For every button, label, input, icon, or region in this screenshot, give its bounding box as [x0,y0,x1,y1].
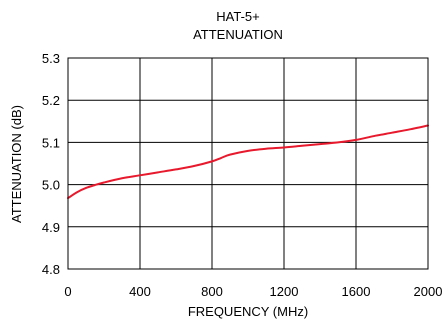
series-line-0 [67,124,429,200]
x-tick-label-1: 400 [129,284,151,299]
chart-title: HAT-5+ [216,9,259,24]
y-tick-label-4: 5.2 [42,93,60,108]
x-tick-label-5: 2000 [414,284,443,299]
grid-lines [67,57,429,270]
y-axis-label: ATTENUATION (dB) [9,105,24,223]
x-axis-label: FREQUENCY (MHz) [188,304,308,319]
x-tick-label-3: 1200 [270,284,299,299]
x-tick-label-4: 1600 [342,284,371,299]
x-tick-label-0: 0 [64,284,71,299]
y-tick-label-0: 4.8 [42,262,60,277]
y-tick-label-3: 5.1 [42,135,60,150]
x-tick-labels: 0 400 800 1200 1600 2000 [64,284,442,299]
chart-subtitle: ATTENUATION [193,27,283,42]
x-tick-label-2: 800 [201,284,223,299]
y-tick-labels: 4.8 4.9 5.0 5.1 5.2 5.3 [42,51,60,277]
y-tick-label-1: 4.9 [42,220,60,235]
y-tick-label-5: 5.3 [42,51,60,66]
y-tick-label-2: 5.0 [42,178,60,193]
series-layer [67,124,429,200]
plot-frame [67,57,429,270]
